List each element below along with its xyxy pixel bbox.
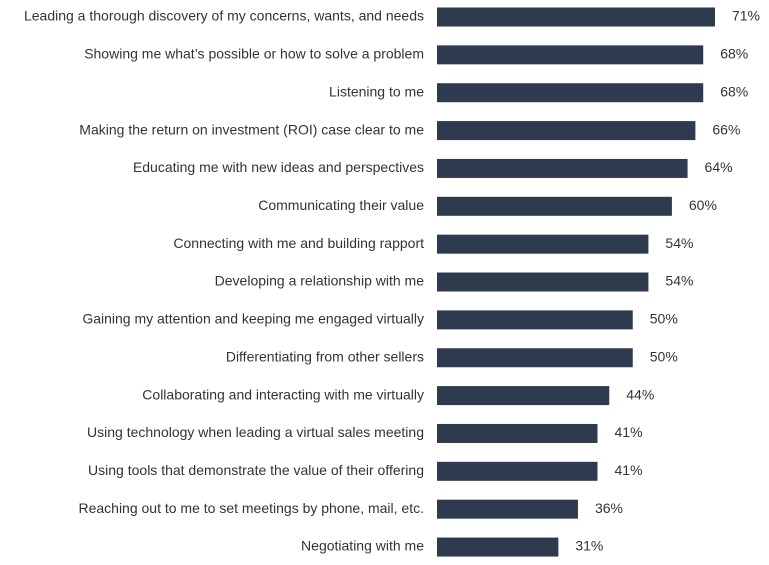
- bar: [437, 45, 704, 65]
- bar: [437, 158, 688, 178]
- bar: [437, 272, 649, 292]
- value-label: 68%: [720, 83, 748, 99]
- bar: [437, 121, 696, 141]
- category-label: Differentiating from other sellers: [226, 348, 424, 364]
- value-label: 54%: [665, 273, 693, 289]
- bar: [437, 423, 598, 443]
- category-label: Using technology when leading a virtual …: [87, 424, 424, 440]
- bar: [437, 196, 672, 216]
- category-label: Leading a thorough discovery of my conce…: [24, 8, 424, 24]
- value-label: 41%: [615, 424, 643, 440]
- bar: [437, 461, 598, 481]
- value-label: 71%: [732, 8, 760, 24]
- bar: [437, 310, 633, 330]
- category-label: Showing me what’s possible or how to sol…: [84, 46, 424, 62]
- category-label: Collaborating and interacting with me vi…: [142, 386, 424, 402]
- bar: [437, 537, 559, 557]
- value-label: 31%: [575, 538, 603, 554]
- value-label: 36%: [595, 500, 623, 516]
- category-label: Listening to me: [329, 83, 424, 99]
- value-label: 60%: [689, 197, 717, 213]
- bar: [437, 83, 704, 103]
- value-label: 44%: [626, 386, 654, 402]
- category-label: Developing a relationship with me: [215, 273, 425, 289]
- value-label: 54%: [665, 235, 693, 251]
- category-label: Connecting with me and building rapport: [173, 235, 424, 251]
- category-label: Gaining my attention and keeping me enga…: [82, 311, 424, 327]
- value-label: 50%: [650, 348, 678, 364]
- bar: [437, 499, 578, 519]
- category-label: Using tools that demonstrate the value o…: [88, 462, 424, 478]
- category-label: Reaching out to me to set meetings by ph…: [78, 500, 424, 516]
- category-label: Communicating their value: [258, 197, 424, 213]
- bar: [437, 386, 610, 406]
- bar: [437, 348, 633, 368]
- bar: [437, 234, 649, 254]
- value-label: 68%: [720, 46, 748, 62]
- category-label: Negotiating with me: [301, 538, 424, 554]
- value-label: 66%: [712, 121, 740, 137]
- category-label: Making the return on investment (ROI) ca…: [79, 121, 424, 137]
- value-label: 50%: [650, 311, 678, 327]
- category-label: Educating me with new ideas and perspect…: [133, 159, 424, 175]
- value-label: 64%: [705, 159, 733, 175]
- value-label: 41%: [615, 462, 643, 478]
- bar: [437, 7, 715, 27]
